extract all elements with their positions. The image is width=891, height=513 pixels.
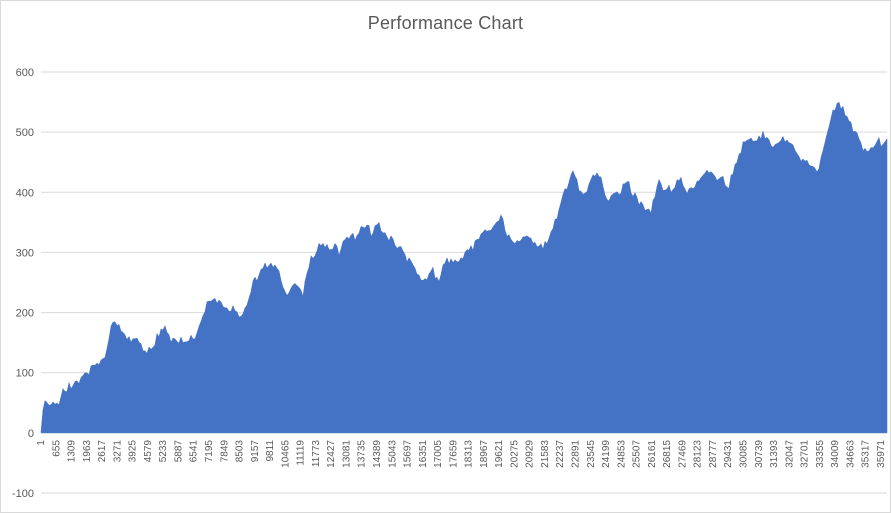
x-tick-label: 33355 bbox=[815, 440, 826, 468]
x-tick-label: 32701 bbox=[800, 440, 811, 468]
x-tick-label: 11119 bbox=[296, 440, 307, 466]
x-tick-label: 32047 bbox=[784, 440, 795, 468]
x-tick-label: 23545 bbox=[586, 440, 597, 468]
x-tick-label: 5887 bbox=[173, 440, 184, 463]
x-tick-label: 9157 bbox=[250, 440, 261, 463]
y-tick-label: 0 bbox=[28, 428, 34, 440]
x-tick-label: 1 bbox=[36, 440, 47, 446]
y-tick-label: 200 bbox=[16, 308, 34, 320]
x-tick-label: 4579 bbox=[143, 440, 154, 463]
x-tick-label: 22891 bbox=[571, 440, 582, 468]
x-tick-label: 2617 bbox=[97, 440, 108, 463]
x-tick-label: 7195 bbox=[204, 440, 215, 463]
x-tick-label: 34663 bbox=[845, 440, 856, 468]
x-tick-label: 34009 bbox=[830, 440, 841, 468]
x-tick-label: 35971 bbox=[876, 440, 887, 468]
x-tick-label: 12427 bbox=[326, 440, 337, 468]
x-tick-label: 1963 bbox=[82, 440, 93, 463]
y-axis-labels: 600 500 400 300 200 100 0 -100 bbox=[12, 67, 34, 500]
x-tick-label: 17005 bbox=[433, 440, 444, 468]
x-tick-label: 30739 bbox=[754, 440, 765, 468]
x-tick-label: 1309 bbox=[67, 440, 78, 463]
y-tick-label: 600 bbox=[16, 67, 34, 79]
y-tick-label: 100 bbox=[16, 368, 34, 380]
x-tick-label: 3271 bbox=[112, 440, 123, 463]
x-tick-label: 11773 bbox=[311, 440, 322, 468]
x-tick-label: 15697 bbox=[403, 440, 414, 468]
x-tick-label: 18313 bbox=[464, 440, 475, 468]
x-tick-label: 28123 bbox=[693, 440, 704, 468]
x-tick-label: 28777 bbox=[708, 440, 719, 468]
x-tick-label: 7849 bbox=[219, 440, 230, 463]
x-tick-label: 10465 bbox=[280, 440, 291, 468]
x-tick-label: 17659 bbox=[448, 440, 459, 468]
x-tick-label: 29431 bbox=[723, 440, 734, 468]
x-tick-label: 25507 bbox=[632, 440, 643, 468]
x-tick-label: 5233 bbox=[158, 440, 169, 463]
y-tick-label: 300 bbox=[16, 247, 34, 259]
x-tick-label: 9811 bbox=[265, 440, 276, 462]
x-tick-label: 27469 bbox=[677, 440, 688, 468]
x-tick-label: 16351 bbox=[418, 440, 429, 468]
area-series bbox=[40, 101, 888, 434]
x-tick-label: 13081 bbox=[341, 440, 352, 468]
x-tick-label: 26815 bbox=[662, 440, 673, 468]
y-tick-label: -100 bbox=[12, 488, 34, 500]
x-tick-label: 21583 bbox=[540, 440, 551, 468]
x-tick-label: 26161 bbox=[647, 440, 658, 468]
x-tick-label: 655 bbox=[51, 440, 62, 457]
x-tick-label: 31393 bbox=[769, 440, 780, 468]
x-tick-label: 14389 bbox=[372, 440, 383, 468]
x-tick-label: 20929 bbox=[525, 440, 536, 468]
x-tick-label: 8503 bbox=[235, 440, 246, 463]
x-tick-label: 15043 bbox=[387, 440, 398, 468]
x-tick-label: 13735 bbox=[357, 440, 368, 468]
y-tick-label: 400 bbox=[16, 187, 34, 199]
x-tick-label: 30085 bbox=[739, 440, 750, 468]
x-tick-label: 24853 bbox=[616, 440, 627, 468]
x-tick-label: 22237 bbox=[555, 440, 566, 468]
x-tick-label: 20275 bbox=[509, 440, 520, 468]
x-tick-label: 19621 bbox=[494, 440, 505, 468]
x-axis-labels: 1 655 1309 1963 2617 3271 3925 4579 5233 5887 6541… bbox=[36, 440, 887, 468]
y-tick-label: 500 bbox=[16, 127, 34, 139]
x-tick-label: 35317 bbox=[861, 440, 872, 468]
x-tick-label: 6541 bbox=[189, 440, 200, 463]
x-tick-label: 18967 bbox=[479, 440, 490, 468]
x-tick-label: 3925 bbox=[128, 440, 139, 463]
x-tick-label: 24199 bbox=[601, 440, 612, 468]
